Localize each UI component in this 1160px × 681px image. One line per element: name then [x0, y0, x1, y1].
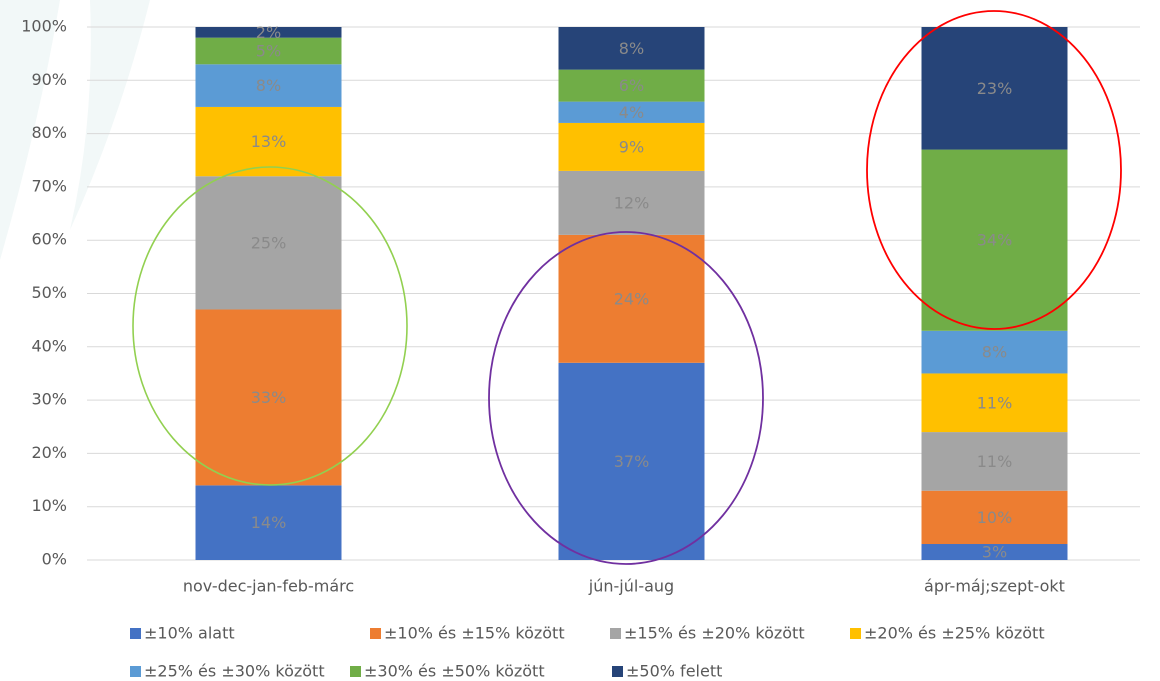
y-tick-label: 70%: [31, 176, 67, 195]
highlight-ellipse: [488, 231, 764, 565]
bar-segment: [921, 490, 1068, 545]
highlight-ellipse: [132, 166, 408, 486]
y-tick-label: 30%: [31, 390, 67, 409]
legend-swatch: [130, 666, 141, 677]
bar-segment: [558, 122, 705, 171]
bar-segment: [558, 69, 705, 102]
data-label: 34%: [977, 231, 1013, 250]
data-label: 13%: [251, 132, 287, 151]
legend-label: ±10% és ±15% között: [384, 624, 565, 643]
data-label: 11%: [977, 452, 1013, 471]
annotations: [132, 10, 1122, 565]
data-label: 4%: [619, 103, 644, 122]
bar-segment: [921, 373, 1068, 433]
bar-segment: [921, 544, 1068, 560]
data-label: 33%: [251, 388, 287, 407]
legend-swatch: [850, 628, 861, 639]
highlight-ellipse: [866, 10, 1122, 330]
x-tick-label: nov-dec-jan-feb-márc: [183, 577, 354, 596]
bar-segment: [195, 309, 342, 486]
legend-swatch: [612, 666, 623, 677]
y-tick-label: 90%: [31, 70, 67, 89]
data-label: 10%: [977, 508, 1013, 527]
legend-label: ±15% és ±20% között: [624, 624, 805, 643]
bar-segment: [195, 64, 342, 107]
y-tick-label: 100%: [21, 17, 67, 36]
bar-segment: [195, 106, 342, 177]
legend-swatch: [130, 628, 141, 639]
bar-segment: [558, 234, 705, 363]
data-label: 6%: [619, 76, 644, 95]
legend-label: ±25% és ±30% között: [144, 662, 325, 681]
bar-segment: [195, 27, 342, 38]
legend-swatch: [610, 628, 621, 639]
data-label: 24%: [614, 289, 650, 308]
y-tick-label: 40%: [31, 336, 67, 355]
data-label: 8%: [619, 39, 644, 58]
x-tick-label: ápr-máj;szept-okt: [924, 577, 1065, 596]
data-label: 9%: [619, 137, 644, 156]
legend-swatch: [370, 628, 381, 639]
y-tick-label: 60%: [31, 230, 67, 249]
y-tick-label: 10%: [31, 496, 67, 515]
data-label: 3%: [982, 543, 1007, 562]
bar-segment: [558, 27, 705, 70]
legend-label: ±10% alatt: [144, 624, 235, 643]
data-label: 8%: [256, 76, 281, 95]
y-tick-label: 0%: [42, 550, 67, 569]
background-shape: [70, 0, 150, 230]
legend-label: ±50% felett: [626, 662, 722, 681]
bar-segment: [195, 485, 342, 560]
data-label: 37%: [614, 452, 650, 471]
bar-segment: [195, 176, 342, 310]
data-label: 11%: [977, 393, 1013, 412]
data-label: 2%: [256, 23, 281, 42]
data-label: 14%: [251, 513, 287, 532]
legend-label: ±20% és ±25% között: [864, 624, 1045, 643]
bar-segment: [558, 101, 705, 123]
data-label: 12%: [614, 193, 650, 212]
legend-swatch: [350, 666, 361, 677]
data-label: 8%: [982, 343, 1007, 362]
bar-segment: [195, 37, 342, 65]
bar-segment: [921, 330, 1068, 374]
plot-area: 0% 10% 20% 30% 40% 50% 60% 70% 80% 90% 100% nov-dec…: [21, 17, 1140, 681]
bar-segment: [921, 27, 1068, 150]
background-shape: [0, 0, 60, 260]
bar-segment: [921, 432, 1068, 491]
bar-segment: [921, 149, 1068, 331]
data-label: 25%: [251, 233, 287, 252]
y-tick-label: 50%: [31, 283, 67, 302]
legend-label: ±30% és ±50% között: [364, 662, 545, 681]
bar-segment: [558, 362, 705, 560]
x-tick-label: jún-júl-aug: [588, 577, 674, 596]
y-tick-label: 20%: [31, 443, 67, 462]
bar-segment: [558, 170, 705, 235]
data-label: 5%: [256, 41, 281, 60]
y-tick-label: 80%: [31, 123, 67, 142]
data-label: 23%: [977, 79, 1013, 98]
